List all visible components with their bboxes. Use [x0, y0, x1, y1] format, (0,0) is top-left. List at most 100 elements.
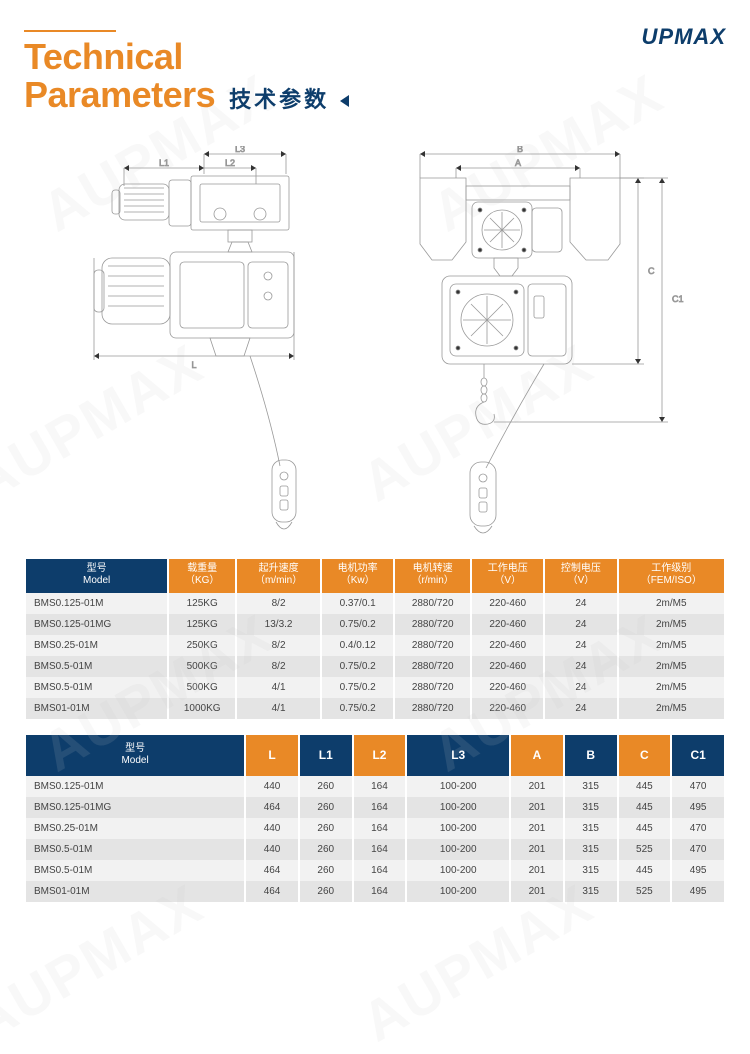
cell: 2m/M5	[619, 656, 724, 677]
cell: 500KG	[169, 656, 235, 677]
cell: BMS0.5-01M	[26, 860, 244, 881]
dim-C: C	[648, 266, 655, 276]
cell: 164	[354, 881, 406, 902]
cell: 24	[545, 593, 616, 614]
cell: 0.75/0.2	[322, 656, 393, 677]
title-en-2: Parameters	[24, 76, 215, 114]
cell: 464	[246, 860, 298, 881]
cell: BMS0.125-01MG	[26, 614, 167, 635]
cell: 100-200	[407, 860, 509, 881]
cell: 164	[354, 818, 406, 839]
cell: 315	[565, 860, 617, 881]
cell: 525	[619, 881, 671, 902]
cell: 260	[300, 881, 352, 902]
cell: 220-460	[472, 614, 543, 635]
cell: BMS0.125-01M	[26, 593, 167, 614]
cell: 495	[672, 797, 724, 818]
cell: 125KG	[169, 614, 235, 635]
cell: 0.75/0.2	[322, 614, 393, 635]
title-triangle-icon	[340, 95, 349, 107]
cell: 1000KG	[169, 698, 235, 719]
table-row: BMS0.25-01M250KG8/20.4/0.122880/720220-4…	[26, 635, 724, 656]
cell: 260	[300, 818, 352, 839]
cell: 8/2	[237, 635, 320, 656]
cell: 2m/M5	[619, 593, 724, 614]
cell: 315	[565, 818, 617, 839]
col-header: L1	[300, 735, 352, 776]
cell: 315	[565, 797, 617, 818]
cell: 470	[672, 839, 724, 860]
cell: 445	[619, 776, 671, 797]
cell: 315	[565, 839, 617, 860]
table-row: BMS0.125-01M440260164100-200201315445470	[26, 776, 724, 797]
title-cn-text: 技术参数	[229, 87, 329, 112]
col-header: 电机功率（Kw）	[322, 559, 393, 593]
cell: 440	[246, 818, 298, 839]
col-header: 型号Model	[26, 559, 167, 593]
cell: 201	[511, 818, 563, 839]
cell: 445	[619, 797, 671, 818]
col-header: C1	[672, 735, 724, 776]
col-header: 型号Model	[26, 735, 244, 776]
dim-L2: L2	[225, 158, 235, 168]
dim-B: B	[517, 146, 523, 154]
cell: 2880/720	[395, 677, 470, 698]
tables: 型号Model载重量（KG）起升速度（m/min）电机功率（Kw）电机转速（r/…	[0, 559, 750, 902]
table-row: BMS0.5-01M500KG8/20.75/0.22880/720220-46…	[26, 656, 724, 677]
col-header: L3	[407, 735, 509, 776]
cell: 525	[619, 839, 671, 860]
cell: 260	[300, 860, 352, 881]
col-header: 载重量（KG）	[169, 559, 235, 593]
cell: 2880/720	[395, 593, 470, 614]
cell: 24	[545, 698, 616, 719]
cell: 2880/720	[395, 698, 470, 719]
cell: 440	[246, 839, 298, 860]
cell: 220-460	[472, 635, 543, 656]
cell: 470	[672, 776, 724, 797]
cell: BMS01-01M	[26, 698, 167, 719]
spec-table-2: 型号ModelLL1L2L3ABCC1 BMS0.125-01M44026016…	[24, 735, 726, 902]
cell: 125KG	[169, 593, 235, 614]
table-row: BMS0.125-01MG125KG13/3.20.75/0.22880/720…	[26, 614, 724, 635]
cell: 250KG	[169, 635, 235, 656]
cell: 8/2	[237, 593, 320, 614]
table-row: BMS0.125-01M125KG8/20.37/0.12880/720220-…	[26, 593, 724, 614]
cell: 464	[246, 797, 298, 818]
cell: 495	[672, 881, 724, 902]
cell: 315	[565, 776, 617, 797]
cell: BMS0.125-01M	[26, 776, 244, 797]
technical-diagram: L3 L1 L2 L B A	[24, 146, 726, 541]
cell: 0.75/0.2	[322, 698, 393, 719]
cell: 201	[511, 797, 563, 818]
cell: 2880/720	[395, 614, 470, 635]
col-header: A	[511, 735, 563, 776]
table-row: BMS0.5-01M500KG4/10.75/0.22880/720220-46…	[26, 677, 724, 698]
col-header: L2	[354, 735, 406, 776]
table-row: BMS0.125-01MG464260164100-20020131544549…	[26, 797, 724, 818]
cell: 201	[511, 776, 563, 797]
cell: 201	[511, 881, 563, 902]
col-header: 工作电压（V）	[472, 559, 543, 593]
cell: 315	[565, 881, 617, 902]
col-header: B	[565, 735, 617, 776]
cell: BMS0.125-01MG	[26, 797, 244, 818]
cell: 24	[545, 656, 616, 677]
cell: 4/1	[237, 677, 320, 698]
cell: 13/3.2	[237, 614, 320, 635]
table-row: BMS01-01M464260164100-200201315525495	[26, 881, 724, 902]
cell: BMS0.5-01M	[26, 656, 167, 677]
cell: BMS0.25-01M	[26, 635, 167, 656]
cell: 201	[511, 839, 563, 860]
cell: 24	[545, 635, 616, 656]
cell: 100-200	[407, 797, 509, 818]
cell: 2m/M5	[619, 698, 724, 719]
brand-logo: UPMAX	[642, 24, 726, 50]
dim-L: L	[191, 360, 196, 370]
cell: BMS0.5-01M	[26, 839, 244, 860]
spec-table-1: 型号Model载重量（KG）起升速度（m/min）电机功率（Kw）电机转速（r/…	[24, 559, 726, 719]
cell: 2m/M5	[619, 635, 724, 656]
dim-L1: L1	[159, 158, 169, 168]
cell: 260	[300, 839, 352, 860]
cell: 500KG	[169, 677, 235, 698]
col-header: L	[246, 735, 298, 776]
